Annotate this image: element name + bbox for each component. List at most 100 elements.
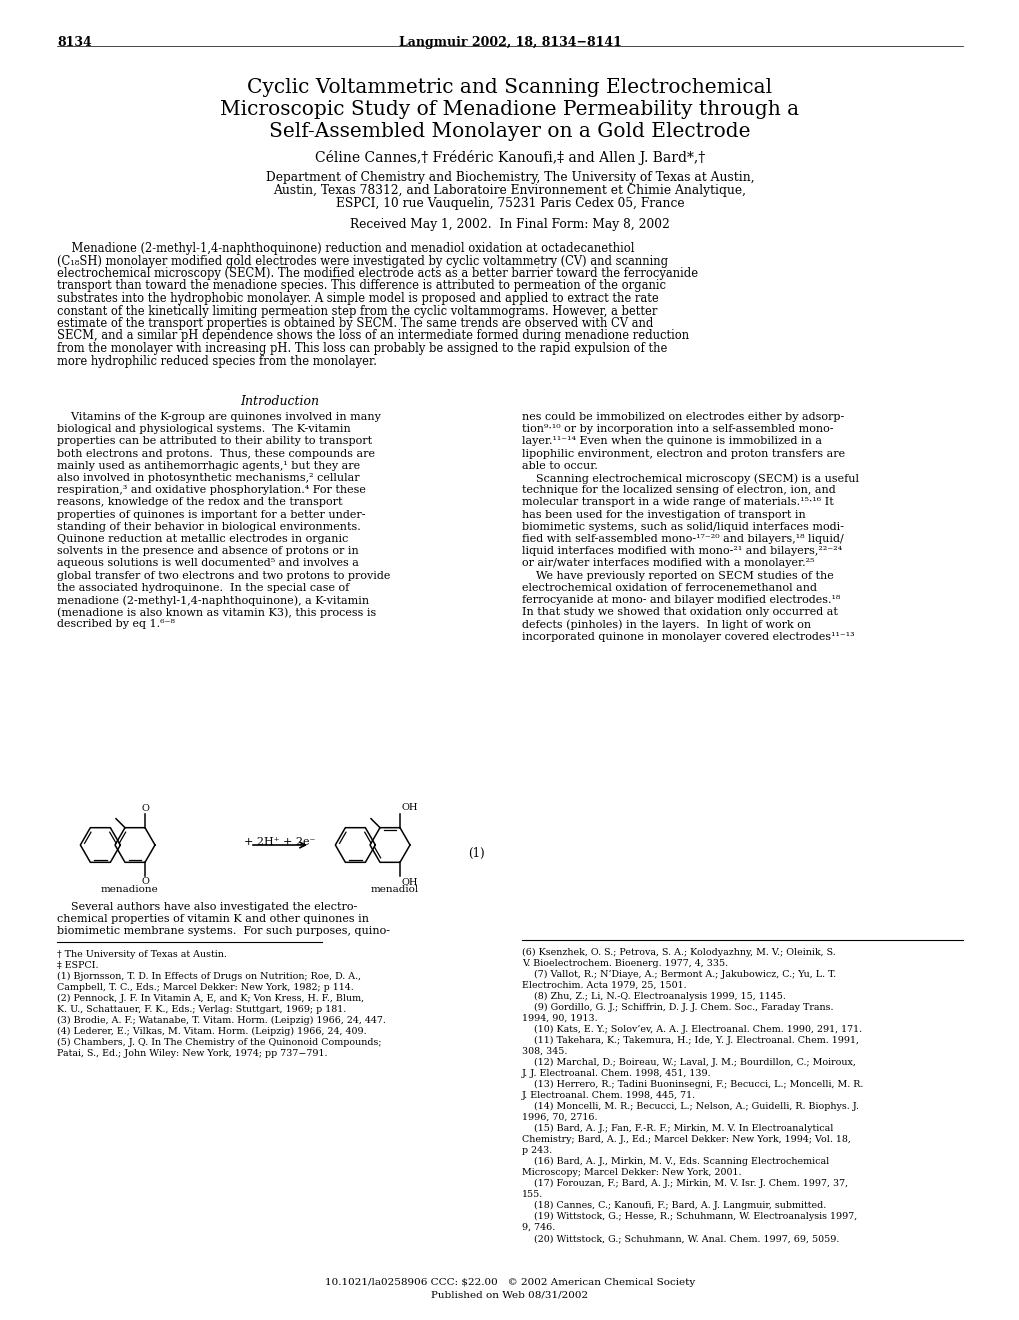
Text: transport than toward the menadione species. This difference is attributed to pe: transport than toward the menadione spec… — [57, 280, 665, 293]
Text: (C₁₈SH) monolayer modified gold electrodes were investigated by cyclic voltammet: (C₁₈SH) monolayer modified gold electrod… — [57, 255, 667, 268]
Text: (17) Forouzan, F.; Bard, A. J.; Mirkin, M. V. Isr. J. Chem. 1997, 37,: (17) Forouzan, F.; Bard, A. J.; Mirkin, … — [522, 1179, 847, 1188]
Text: Department of Chemistry and Biochemistry, The University of Texas at Austin,: Department of Chemistry and Biochemistry… — [265, 172, 754, 183]
Text: Self-Assembled Monolayer on a Gold Electrode: Self-Assembled Monolayer on a Gold Elect… — [269, 121, 750, 141]
Text: estimate of the transport properties is obtained by SECM. The same trends are ob: estimate of the transport properties is … — [57, 317, 653, 330]
Text: solvents in the presence and absence of protons or in: solvents in the presence and absence of … — [57, 546, 359, 556]
Text: O: O — [141, 804, 149, 813]
Text: Campbell, T. C., Eds.; Marcel Dekker: New York, 1982; p 114.: Campbell, T. C., Eds.; Marcel Dekker: Ne… — [57, 983, 354, 993]
Text: properties of quinones is important for a better under-: properties of quinones is important for … — [57, 510, 365, 520]
Text: (16) Bard, A. J., Mirkin, M. V., Eds. Scanning Electrochemical: (16) Bard, A. J., Mirkin, M. V., Eds. Sc… — [522, 1158, 828, 1166]
Text: Published on Web 08/31/2002: Published on Web 08/31/2002 — [431, 1291, 588, 1300]
Text: OH: OH — [401, 803, 418, 812]
Text: constant of the kinetically limiting permeation step from the cyclic voltammogra: constant of the kinetically limiting per… — [57, 305, 656, 318]
Text: In that study we showed that oxidation only occurred at: In that study we showed that oxidation o… — [522, 607, 837, 618]
Text: Vitamins of the K-group are quinones involved in many: Vitamins of the K-group are quinones inv… — [57, 412, 380, 422]
Text: Austin, Texas 78312, and Laboratoire Environnement et Chimie Analytique,: Austin, Texas 78312, and Laboratoire Env… — [273, 183, 746, 197]
Text: J. J. Electroanal. Chem. 1998, 451, 139.: J. J. Electroanal. Chem. 1998, 451, 139. — [522, 1069, 711, 1078]
Text: J. Electroanal. Chem. 1998, 445, 71.: J. Electroanal. Chem. 1998, 445, 71. — [522, 1092, 695, 1100]
Text: liquid interfaces modified with mono-²¹ and bilayers,²²⁻²⁴: liquid interfaces modified with mono-²¹ … — [522, 546, 842, 556]
Text: aqueous solutions is well documented⁵ and involves a: aqueous solutions is well documented⁵ an… — [57, 558, 359, 569]
Text: (12) Marchal, D.; Boireau, W.; Laval, J. M.; Bourdillon, C.; Moiroux,: (12) Marchal, D.; Boireau, W.; Laval, J.… — [522, 1059, 855, 1067]
Text: We have previously reported on SECM studies of the: We have previously reported on SECM stud… — [522, 570, 833, 581]
Text: (13) Herrero, R.; Tadini Buoninsegni, F.; Becucci, L.; Moncelli, M. R.: (13) Herrero, R.; Tadini Buoninsegni, F.… — [522, 1080, 862, 1089]
Text: (14) Moncelli, M. R.; Becucci, L.; Nelson, A.; Guidelli, R. Biophys. J.: (14) Moncelli, M. R.; Becucci, L.; Nelso… — [522, 1102, 858, 1111]
Text: fied with self-assembled mono-¹⁷⁻²⁰ and bilayers,¹⁸ liquid/: fied with self-assembled mono-¹⁷⁻²⁰ and … — [522, 535, 843, 544]
Text: Céline Cannes,† Frédéric Kanoufi,‡ and Allen J. Bard*,†: Céline Cannes,† Frédéric Kanoufi,‡ and A… — [315, 150, 704, 165]
Text: biological and physiological systems.  The K-vitamin: biological and physiological systems. Th… — [57, 424, 351, 434]
Text: K. U., Schattauer, F. K., Eds.; Verlag: Stuttgart, 1969; p 181.: K. U., Schattauer, F. K., Eds.; Verlag: … — [57, 1005, 345, 1014]
Text: Patai, S., Ed.; John Wiley: New York, 1974; pp 737−791.: Patai, S., Ed.; John Wiley: New York, 19… — [57, 1049, 327, 1059]
Text: p 243.: p 243. — [522, 1146, 551, 1155]
Text: Quinone reduction at metallic electrodes in organic: Quinone reduction at metallic electrodes… — [57, 535, 348, 544]
Text: (1) Bjornsson, T. D. In Effects of Drugs on Nutrition; Roe, D. A.,: (1) Bjornsson, T. D. In Effects of Drugs… — [57, 972, 361, 981]
Text: 9, 746.: 9, 746. — [522, 1224, 554, 1232]
Text: OH: OH — [401, 878, 418, 887]
Text: (18) Cannes, C.; Kanoufi, F.; Bard, A. J. Langmuir, submitted.: (18) Cannes, C.; Kanoufi, F.; Bard, A. J… — [522, 1201, 825, 1210]
Text: (10) Kats, E. Y.; Solov’ev, A. A. J. Electroanal. Chem. 1990, 291, 171.: (10) Kats, E. Y.; Solov’ev, A. A. J. Ele… — [522, 1026, 861, 1034]
Text: both electrons and protons.  Thus, these compounds are: both electrons and protons. Thus, these … — [57, 449, 375, 458]
Text: Several authors have also investigated the electro-: Several authors have also investigated t… — [57, 902, 357, 912]
Text: 10.1021/la0258906 CCC: $22.00   © 2002 American Chemical Society: 10.1021/la0258906 CCC: $22.00 © 2002 Ame… — [325, 1278, 694, 1287]
Text: Langmuir 2002, 18, 8134−8141: Langmuir 2002, 18, 8134−8141 — [398, 36, 621, 49]
Text: (19) Wittstock, G.; Hesse, R.; Schuhmann, W. Electroanalysis 1997,: (19) Wittstock, G.; Hesse, R.; Schuhmann… — [522, 1212, 856, 1221]
Text: † The University of Texas at Austin.: † The University of Texas at Austin. — [57, 950, 226, 960]
Text: SECM, and a similar pH dependence shows the loss of an intermediate formed durin: SECM, and a similar pH dependence shows … — [57, 330, 689, 342]
Text: Electrochim. Acta 1979, 25, 1501.: Electrochim. Acta 1979, 25, 1501. — [522, 981, 686, 990]
Text: electrochemical microscopy (SECM). The modified electrode acts as a better barri: electrochemical microscopy (SECM). The m… — [57, 267, 697, 280]
Text: Introduction: Introduction — [240, 395, 319, 408]
Text: global transfer of two electrons and two protons to provide: global transfer of two electrons and two… — [57, 570, 390, 581]
Text: reasons, knowledge of the redox and the transport: reasons, knowledge of the redox and the … — [57, 498, 342, 507]
Text: nes could be immobilized on electrodes either by adsorp-: nes could be immobilized on electrodes e… — [522, 412, 844, 422]
Text: menadione: menadione — [101, 884, 159, 894]
Text: 1994, 90, 1913.: 1994, 90, 1913. — [522, 1014, 597, 1023]
Text: able to occur.: able to occur. — [522, 461, 597, 471]
Text: (11) Takehara, K.; Takemura, H.; Ide, Y. J. Electroanal. Chem. 1991,: (11) Takehara, K.; Takemura, H.; Ide, Y.… — [522, 1036, 858, 1045]
Text: menadiol: menadiol — [371, 884, 419, 894]
Text: (menadione is also known as vitamin K3), this process is: (menadione is also known as vitamin K3),… — [57, 607, 376, 618]
Text: (9) Gordillo, G. J.; Schiffrin, D. J. J. Chem. Soc., Faraday Trans.: (9) Gordillo, G. J.; Schiffrin, D. J. J.… — [522, 1003, 833, 1012]
Text: Chemistry; Bard, A. J., Ed.; Marcel Dekker: New York, 1994; Vol. 18,: Chemistry; Bard, A. J., Ed.; Marcel Dekk… — [522, 1135, 850, 1144]
Text: 1996, 70, 2716.: 1996, 70, 2716. — [522, 1113, 597, 1122]
Text: V. Bioelectrochem. Bioenerg. 1977, 4, 335.: V. Bioelectrochem. Bioenerg. 1977, 4, 33… — [522, 960, 728, 968]
Text: (15) Bard, A. J.; Fan, F.-R. F.; Mirkin, M. V. In Electroanalytical: (15) Bard, A. J.; Fan, F.-R. F.; Mirkin,… — [522, 1125, 833, 1133]
Text: (7) Vallot, R.; N’Diaye, A.; Bermont A.; Jakubowicz, C.; Yu, L. T.: (7) Vallot, R.; N’Diaye, A.; Bermont A.;… — [522, 970, 836, 979]
Text: 8134: 8134 — [57, 36, 92, 49]
Text: has been used for the investigation of transport in: has been used for the investigation of t… — [522, 510, 805, 520]
Text: Received May 1, 2002.  In Final Form: May 8, 2002: Received May 1, 2002. In Final Form: May… — [350, 218, 669, 231]
Text: or air/water interfaces modified with a monolayer.²⁵: or air/water interfaces modified with a … — [522, 558, 814, 569]
Text: (20) Wittstock, G.; Schuhmann, W. Anal. Chem. 1997, 69, 5059.: (20) Wittstock, G.; Schuhmann, W. Anal. … — [522, 1234, 839, 1243]
Text: ‡ ESPCI.: ‡ ESPCI. — [57, 961, 99, 970]
Text: the associated hydroquinone.  In the special case of: the associated hydroquinone. In the spec… — [57, 583, 348, 593]
Text: + 2H⁺ + 2e⁻: + 2H⁺ + 2e⁻ — [245, 837, 315, 847]
Text: lipophilic environment, electron and proton transfers are: lipophilic environment, electron and pro… — [522, 449, 845, 458]
Text: incorporated quinone in monolayer covered electrodes¹¹⁻¹³: incorporated quinone in monolayer covere… — [522, 631, 854, 642]
Text: (6) Ksenzhek, O. S.; Petrova, S. A.; Kolodyazhny, M. V.; Oleinik, S.: (6) Ksenzhek, O. S.; Petrova, S. A.; Kol… — [522, 948, 835, 957]
Text: O: O — [141, 878, 149, 886]
Text: menadione (2-methyl-1,4-naphthoquinone), a K-vitamin: menadione (2-methyl-1,4-naphthoquinone),… — [57, 595, 369, 606]
Text: Microscopic Study of Menadione Permeability through a: Microscopic Study of Menadione Permeabil… — [220, 100, 799, 119]
Text: Scanning electrochemical microscopy (SECM) is a useful: Scanning electrochemical microscopy (SEC… — [522, 473, 858, 483]
Text: properties can be attributed to their ability to transport: properties can be attributed to their ab… — [57, 437, 372, 446]
Text: standing of their behavior in biological environments.: standing of their behavior in biological… — [57, 521, 361, 532]
Text: defects (pinholes) in the layers.  In light of work on: defects (pinholes) in the layers. In lig… — [522, 619, 810, 630]
Text: described by eq 1.⁶⁻⁸: described by eq 1.⁶⁻⁸ — [57, 619, 174, 630]
Text: ferrocyanide at mono- and bilayer modified electrodes.¹⁸: ferrocyanide at mono- and bilayer modifi… — [522, 595, 840, 605]
Text: biomimetic membrane systems.  For such purposes, quino-: biomimetic membrane systems. For such pu… — [57, 927, 389, 936]
Text: Cyclic Voltammetric and Scanning Electrochemical: Cyclic Voltammetric and Scanning Electro… — [248, 78, 771, 96]
Text: ESPCI, 10 rue Vauquelin, 75231 Paris Cedex 05, France: ESPCI, 10 rue Vauquelin, 75231 Paris Ced… — [335, 197, 684, 210]
Text: also involved in photosynthetic mechanisms,² cellular: also involved in photosynthetic mechanis… — [57, 473, 360, 483]
Text: (3) Brodie, A. F.; Watanabe, T. Vitam. Horm. (Leipzig) 1966, 24, 447.: (3) Brodie, A. F.; Watanabe, T. Vitam. H… — [57, 1016, 385, 1026]
Text: technique for the localized sensing of electron, ion, and: technique for the localized sensing of e… — [522, 486, 835, 495]
Text: 308, 345.: 308, 345. — [522, 1047, 567, 1056]
Text: more hydrophilic reduced species from the monolayer.: more hydrophilic reduced species from th… — [57, 355, 377, 367]
Text: mainly used as antihemorrhagic agents,¹ but they are: mainly used as antihemorrhagic agents,¹ … — [57, 461, 360, 471]
Text: layer.¹¹⁻¹⁴ Even when the quinone is immobilized in a: layer.¹¹⁻¹⁴ Even when the quinone is imm… — [522, 437, 821, 446]
Text: (5) Chambers, J. Q. In The Chemistry of the Quinonoid Compounds;: (5) Chambers, J. Q. In The Chemistry of … — [57, 1038, 381, 1047]
Text: (1): (1) — [468, 847, 484, 861]
Text: chemical properties of vitamin K and other quinones in: chemical properties of vitamin K and oth… — [57, 915, 369, 924]
Text: tion⁹·¹⁰ or by incorporation into a self-assembled mono-: tion⁹·¹⁰ or by incorporation into a self… — [522, 424, 833, 434]
Text: (4) Lederer, E.; Vilkas, M. Vitam. Horm. (Leipzig) 1966, 24, 409.: (4) Lederer, E.; Vilkas, M. Vitam. Horm.… — [57, 1027, 366, 1036]
Text: molecular transport in a wide range of materials.¹⁵·¹⁶ It: molecular transport in a wide range of m… — [522, 498, 833, 507]
Text: 155.: 155. — [522, 1191, 543, 1199]
Text: (8) Zhu, Z.; Li, N.-Q. Electroanalysis 1999, 15, 1145.: (8) Zhu, Z.; Li, N.-Q. Electroanalysis 1… — [522, 993, 785, 1001]
